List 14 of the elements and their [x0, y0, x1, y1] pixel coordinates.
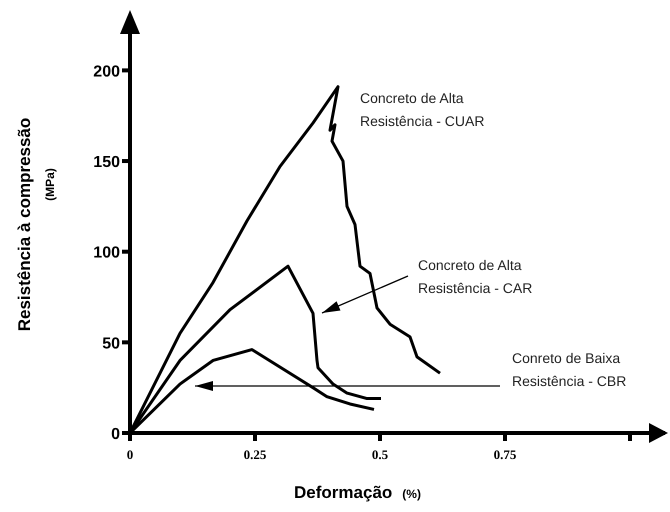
x-tick-label: 0.5 [372, 447, 389, 462]
text: Concreto de Alta Resistência - CAR [418, 257, 532, 296]
y-tick-label: 200 [93, 63, 120, 80]
y-tick-label: 100 [93, 244, 120, 262]
y-tick-label: 50 [102, 335, 120, 352]
x-tick-label: 0.25 [244, 447, 267, 462]
x-axis-title: Deformação (%) [294, 483, 421, 502]
x-tick-label: 0.75 [494, 447, 517, 462]
text: Conreto de Baixa Resistência - CBR [512, 350, 626, 389]
series-label: Concreto de Alta Resistência - CUAR [360, 90, 484, 129]
y-axis-title: Resistência à compressão (MPa) [15, 118, 57, 332]
y-tick-label: 150 [93, 154, 120, 172]
x-tick-label: 0 [126, 447, 134, 462]
y-tick-label: 0 [111, 426, 120, 443]
